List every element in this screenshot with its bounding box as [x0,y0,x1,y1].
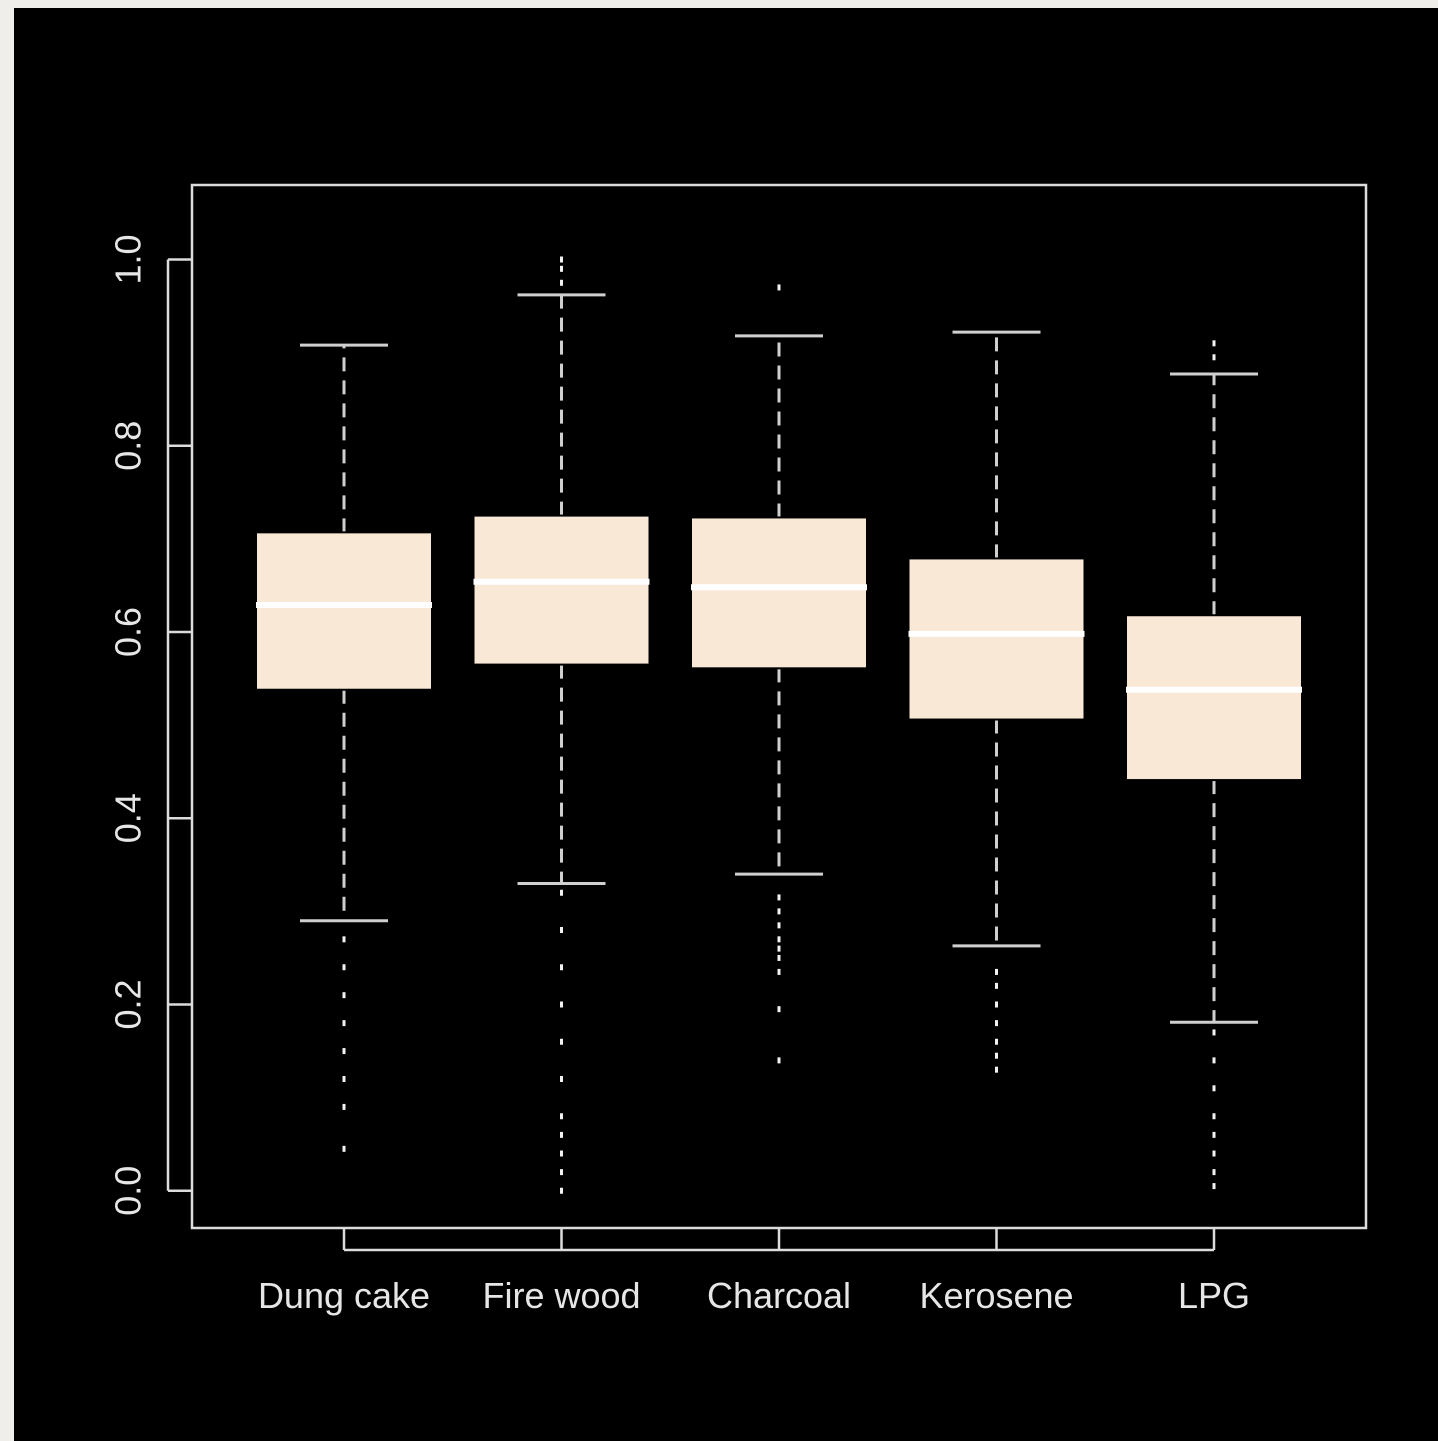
outlier-point [560,1187,563,1194]
x-tick-label: Fire wood [482,1275,640,1316]
box-iqr [1125,614,1303,782]
outlier-point [560,927,563,933]
outlier-point [560,889,563,896]
outlier-point [560,1169,563,1176]
outlier-point [777,908,781,915]
outlier-point [342,1020,346,1027]
outlier-point [1212,1150,1216,1157]
outlier-point [560,1001,563,1008]
outlier-point [560,265,563,272]
y-tick-label: 0.8 [108,421,149,471]
outlier-point [560,1038,563,1045]
outlier-point [995,1052,998,1059]
outlier-point [777,1006,781,1013]
y-tick-label: 1.0 [108,234,149,284]
outlier-point [777,922,781,929]
x-tick-label: Charcoal [707,1275,851,1316]
box-iqr [472,514,651,666]
x-tick-label: Kerosene [919,1275,1073,1316]
outlier-point [995,982,998,989]
outlier-point [995,1020,998,1027]
outlier-point [777,284,781,291]
outlier-point [560,279,563,286]
outlier-point [995,968,998,975]
y-tick-label: 0.4 [108,793,149,843]
outlier-point [342,1048,346,1055]
outlier-point [995,1066,998,1073]
outlier-point [1212,340,1216,347]
outlier-point [777,894,781,901]
outlier-point [1212,1131,1216,1138]
outlier-point [342,964,346,971]
outlier-point [777,945,781,952]
outlier-point [560,1076,563,1082]
outlier-point [560,1150,563,1157]
outlier-point [995,1001,998,1008]
y-tick-label: 0.0 [108,1166,149,1216]
outlier-point [560,256,563,263]
outlier-point [342,936,346,943]
outlier-point [1212,1085,1216,1092]
y-tick-label: 0.2 [108,979,149,1029]
outlier-point [560,1113,563,1120]
outlier-point [342,1145,346,1152]
outlier-point [777,1057,781,1064]
outlier-point [777,954,781,961]
x-tick-label: Dung cake [258,1275,430,1316]
outlier-point [342,992,346,999]
box-iqr [907,557,1086,721]
outlier-point [1212,1183,1216,1190]
y-tick-label: 0.6 [108,607,149,657]
x-tick-label: LPG [1178,1275,1250,1316]
outlier-point [560,1131,563,1138]
outlier-point [1212,1057,1216,1064]
outlier-point [1212,1113,1216,1120]
outlier-point [342,1076,346,1082]
box-iqr [255,531,433,691]
outlier-point [1212,1029,1216,1036]
outlier-point [777,968,781,975]
outlier-point [1212,354,1216,361]
outlier-point [995,1038,998,1045]
outlier-point [342,1103,346,1110]
outlier-point [1212,1169,1216,1176]
outlier-point [560,964,563,971]
outlier-point [777,936,781,943]
box-iqr [690,516,868,670]
